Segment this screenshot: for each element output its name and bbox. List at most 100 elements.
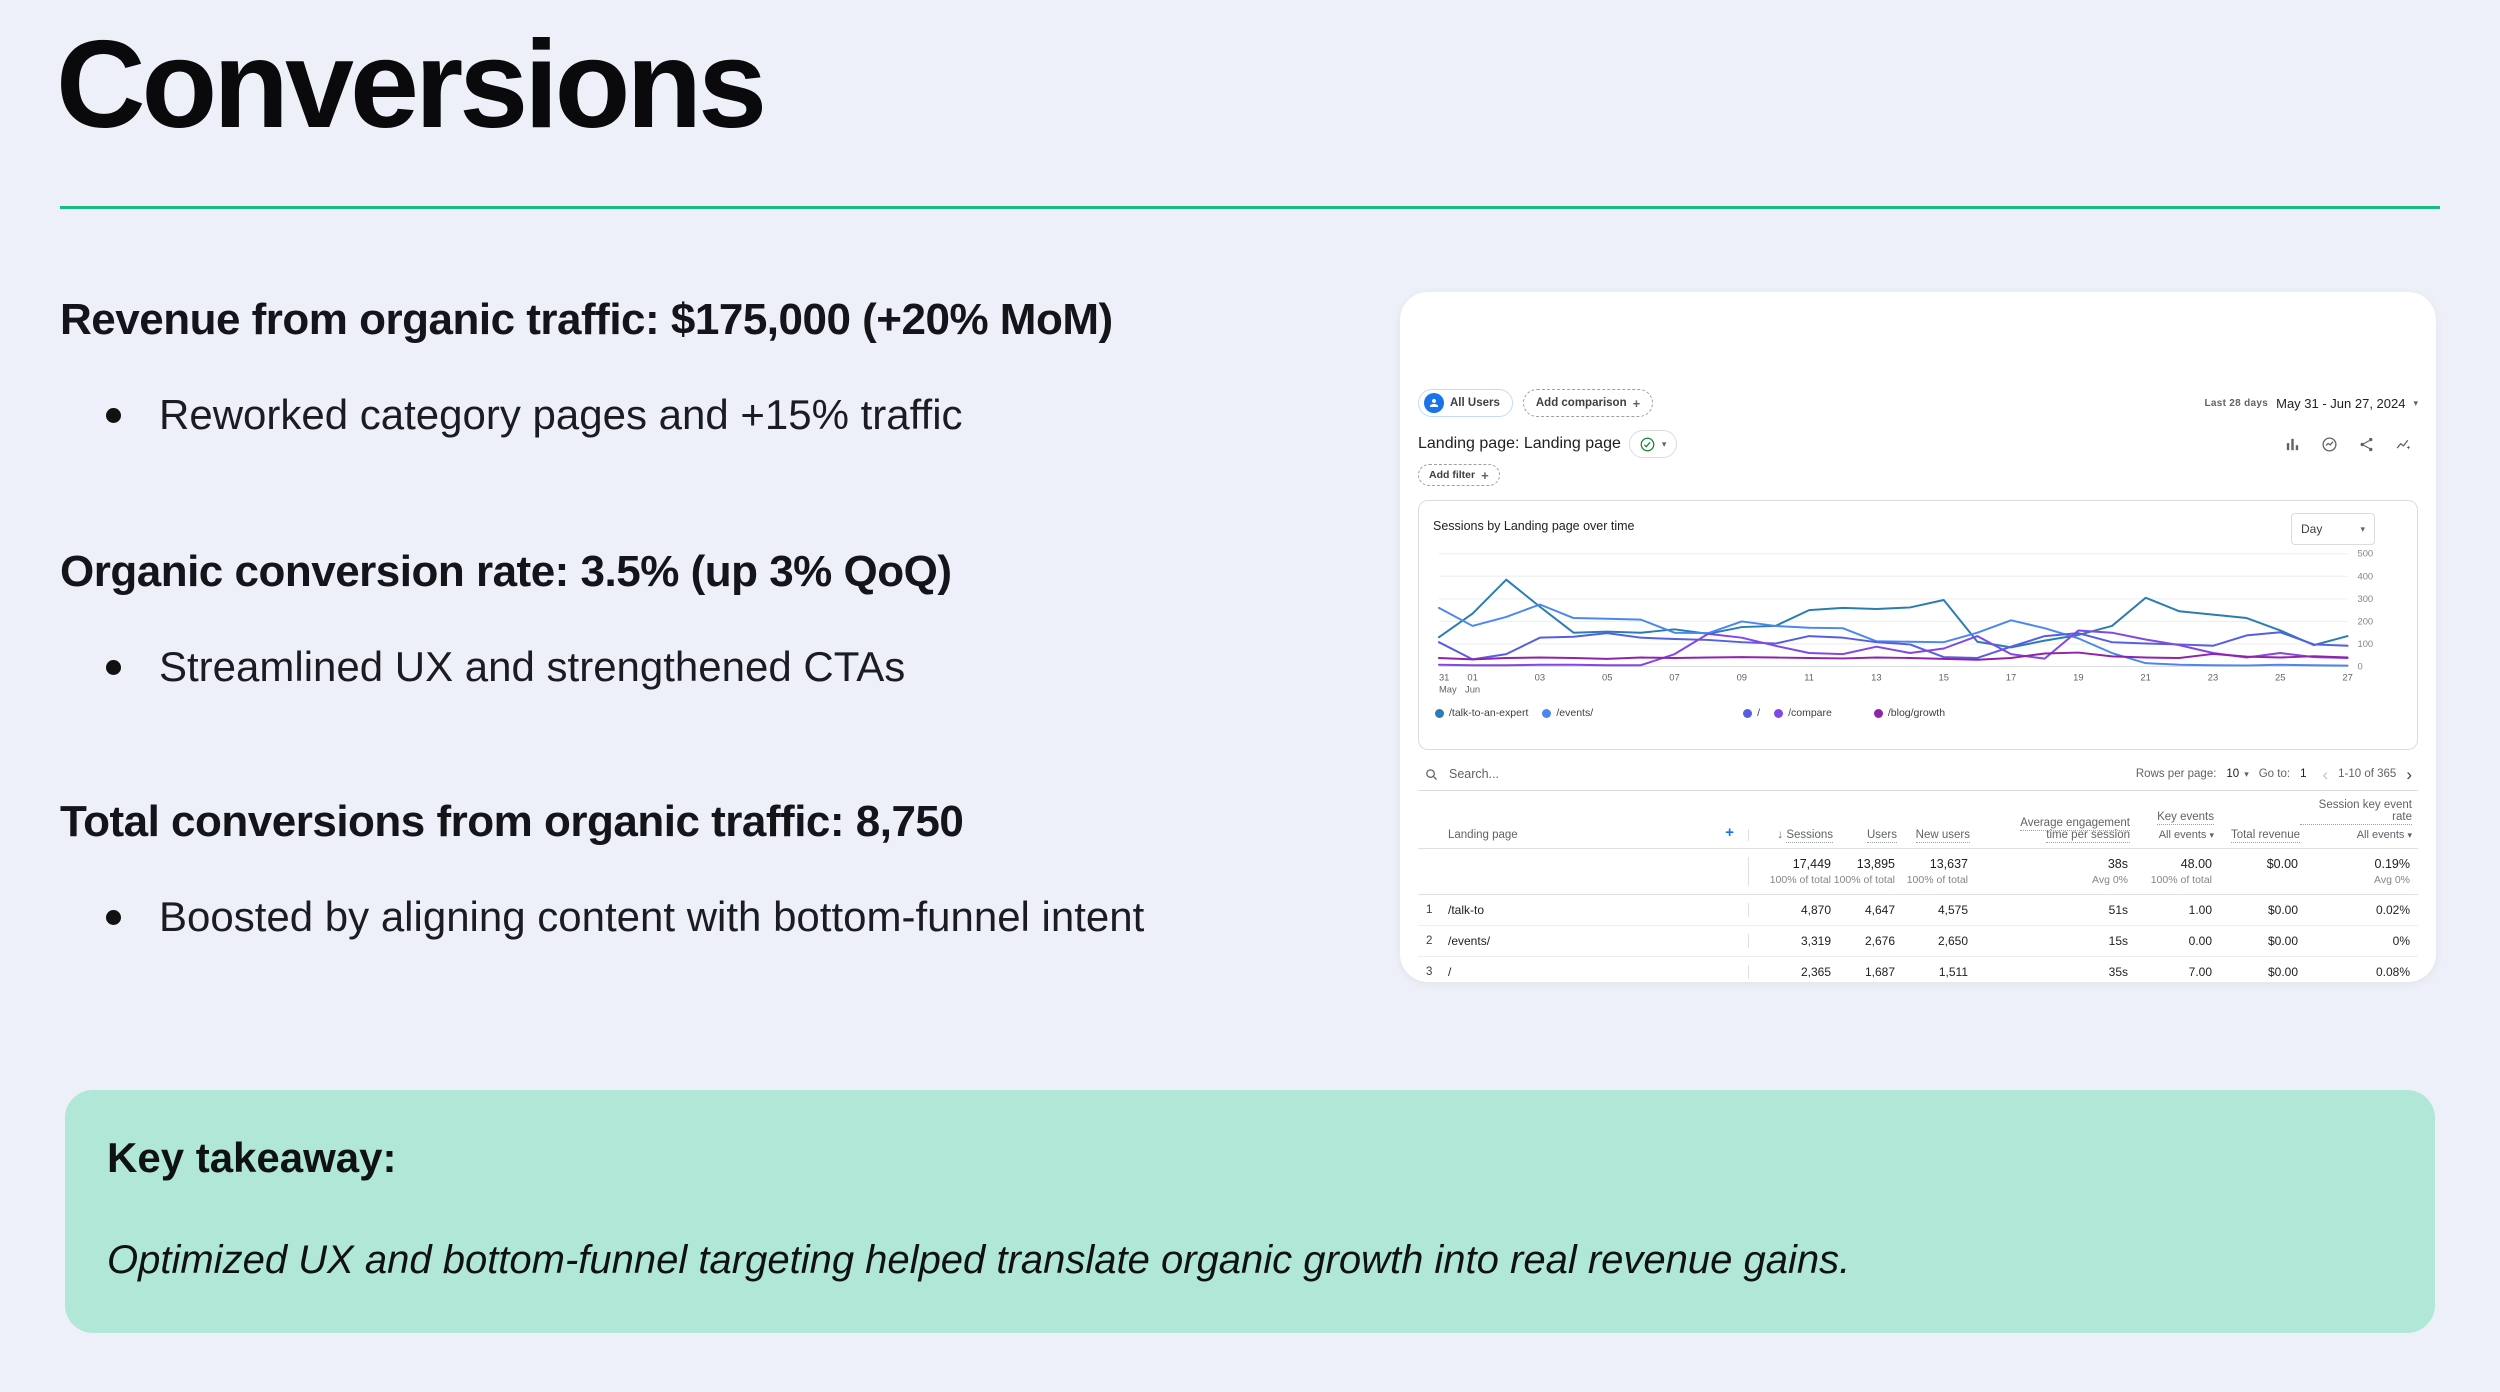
svg-text:400: 400 (2357, 570, 2373, 581)
new-users-cell: 2,650 (1937, 934, 1968, 948)
chart-legend: /talk-to-an-expert /events/ / /compare /… (1433, 707, 2403, 719)
insights-circle-icon[interactable] (2321, 436, 2338, 453)
pagination-range: 1-10 of 365 (2338, 768, 2397, 780)
add-comparison-label: Add comparison (1535, 397, 1627, 409)
totals-new-users: 13,637 100% of total (1906, 857, 1968, 886)
svg-text:200: 200 (2357, 615, 2373, 626)
row-number: 3 (1426, 966, 1433, 978)
totals-revenue: $0.00 (2266, 857, 2298, 871)
totals-users: 13,895 100% of total (1833, 857, 1895, 886)
granularity-value: Day (2301, 522, 2323, 536)
totals-session-rate: 0.19% Avg 0% (2374, 857, 2410, 886)
filter-status-pill[interactable]: ▾ (1628, 430, 1678, 458)
column-header-users[interactable]: Users (1833, 829, 1897, 843)
key-takeaway-box: Key takeaway: Optimized UX and bottom-fu… (65, 1090, 2435, 1333)
revenue-cell: $0.00 (2267, 934, 2298, 948)
filter-label: Landing page: Landing page (1418, 435, 1621, 452)
table-header-row: Landing page + ↓ Sessions Users New user… (1418, 790, 2418, 849)
all-users-label: All Users (1450, 397, 1500, 409)
caret-down-icon: ▾ (1661, 438, 1667, 449)
users-cell: 2,676 (1864, 934, 1895, 948)
stat-heading-total-conversions: Total conversions from organic traffic: … (60, 797, 964, 846)
caret-down-icon: ▾ (2244, 768, 2249, 779)
bullet-text: Boosted by aligning content with bottom-… (159, 893, 1145, 940)
ga-filter-bar: Landing page: Landing page ▾ (1418, 430, 2418, 458)
stat-heading-revenue: Revenue from organic traffic: $175,000 (… (60, 295, 1113, 344)
legend-item[interactable]: / (1743, 707, 1760, 719)
session-rate-cell: 0% (2392, 934, 2410, 948)
column-header-session-rate[interactable]: Session key event rate All events ▾ (2300, 799, 2412, 841)
stats-column: Revenue from organic traffic: $175,000 (… (60, 292, 1395, 944)
column-header-key-events[interactable]: Key events All events ▾ (2130, 811, 2214, 841)
legend-label: /blog/growth (1887, 707, 1946, 719)
column-header-avg-engagement[interactable]: Average engagement time per session (1970, 817, 2130, 843)
totals-key-events: 48.00 100% of total (2150, 857, 2212, 886)
stat-bullet-total-conversions: Boosted by aligning content with bottom-… (60, 890, 1395, 944)
svg-text:May: May (1439, 683, 1457, 694)
table-controls: Search... Rows per page: 10 ▾ Go to: 1 ‹… (1418, 760, 2418, 788)
table-row[interactable]: 2 /events/ 3,319 2,676 2,650 15s 0.00 $0… (1418, 926, 2418, 957)
goto-page-input[interactable]: 1 (2300, 768, 2307, 780)
date-range-selector[interactable]: Last 28 days May 31 - Jun 27, 2024 ▾ (2204, 396, 2418, 411)
legend-dot (1435, 708, 1444, 718)
date-preset-badge: Last 28 days (2204, 397, 2269, 409)
add-column-icon[interactable]: + (1725, 824, 1734, 841)
date-range-label: May 31 - Jun 27, 2024 (2276, 395, 2406, 411)
session-rate-filter-label: All events (2356, 829, 2405, 841)
svg-text:27: 27 (2342, 671, 2352, 682)
new-users-cell: 4,575 (1937, 903, 1968, 917)
column-header-total-revenue[interactable]: Total revenue (2214, 829, 2300, 843)
rows-per-page-select[interactable]: 10 ▾ (2226, 768, 2248, 780)
add-filter-chip[interactable]: Add filter + (1418, 464, 1500, 486)
rows-per-page-label: Rows per page: (2135, 768, 2217, 780)
add-filter-label: Add filter (1429, 469, 1476, 481)
sessions-cell: 3,319 (1748, 934, 1833, 948)
caret-down-icon: ▾ (2209, 830, 2214, 840)
goto-label: Go to: (2258, 768, 2291, 780)
table-search-input[interactable]: Search... (1424, 767, 2136, 782)
key-events-header-label: Key events (2157, 811, 2214, 825)
ga-toolbar: All Users Add comparison + Last 28 days … (1418, 388, 2418, 418)
share-icon[interactable] (2358, 436, 2375, 453)
granularity-select[interactable]: Day ▾ (2291, 513, 2375, 545)
legend-dot (1774, 708, 1784, 718)
legend-item[interactable]: /compare (1774, 707, 1832, 719)
column-header-sessions[interactable]: ↓ Sessions (1748, 829, 1833, 843)
table-totals-row: 17,449 100% of total 13,895 100% of total … (1418, 849, 2418, 895)
key-events-filter-select[interactable]: All events ▾ (2159, 829, 2214, 841)
revenue-cell: $0.00 (2267, 903, 2298, 917)
bar-chart-icon[interactable] (2284, 436, 2301, 453)
all-users-chip[interactable]: All Users (1418, 389, 1513, 417)
landing-page-cell: /talk-to (1448, 903, 1748, 917)
table-row[interactable]: 3 / 2,365 1,687 1,511 35s 7.00 $0.00 0.0… (1418, 957, 2418, 987)
column-header-new-users[interactable]: New users (1897, 829, 1970, 843)
search-icon (1426, 768, 1437, 780)
totals-sessions: 17,449 100% of total (1748, 857, 1833, 886)
plus-icon: + (1632, 395, 1641, 411)
legend-item[interactable]: /blog/growth (1873, 707, 1946, 719)
legend-label: /events/ (1556, 707, 1594, 719)
check-circle-icon (1640, 437, 1655, 451)
pagination-controls: Rows per page: 10 ▾ Go to: 1 ‹ 1-10 of 3… (2136, 766, 2412, 783)
caret-down-icon: ▾ (2413, 397, 2418, 408)
svg-text:03: 03 (1535, 671, 1545, 682)
svg-text:05: 05 (1602, 671, 1612, 682)
next-page-button[interactable]: › (2406, 764, 2412, 784)
table-row[interactable]: 1 /talk-to 4,870 4,647 4,575 51s 1.00 $0… (1418, 895, 2418, 926)
prev-page-button[interactable]: ‹ (2322, 764, 2329, 784)
landing-page-cell: /events/ (1448, 934, 1491, 948)
legend-item[interactable]: /events/ (1542, 707, 1593, 719)
svg-text:09: 09 (1737, 671, 1747, 682)
legend-dot (1743, 708, 1753, 718)
add-comparison-chip[interactable]: Add comparison + (1522, 389, 1654, 417)
svg-text:21: 21 (2140, 671, 2150, 682)
total-revenue-header-label: Total revenue (2230, 829, 2300, 843)
svg-text:01: 01 (1467, 671, 1477, 682)
redaction-overlay (1484, 903, 1605, 917)
session-rate-filter-select[interactable]: All events ▾ (2357, 829, 2412, 841)
legend-label: /talk-to-an-expert (1449, 707, 1529, 719)
trend-insights-icon[interactable] (2395, 436, 2412, 453)
legend-item[interactable]: /talk-to-an-expert (1435, 707, 1528, 719)
revenue-cell: $0.00 (2267, 965, 2298, 979)
